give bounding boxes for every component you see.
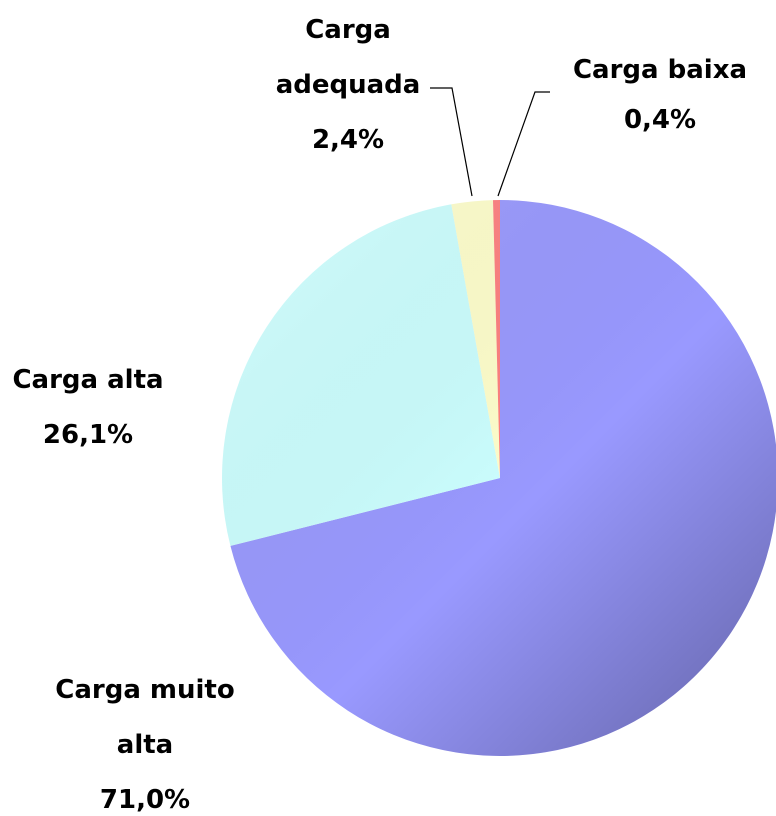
value-label: 2,4% <box>311 125 385 155</box>
leader-line <box>430 87 473 197</box>
leader-line <box>497 91 550 197</box>
value-label: 71,0% <box>99 785 191 815</box>
category-label: Carga alta <box>12 365 164 395</box>
value-label: 0,4% <box>623 105 697 135</box>
category-label: Carga adequada <box>275 15 421 100</box>
category-label: Carga muito alta <box>55 675 235 760</box>
category-label: Carga baixa <box>572 55 748 85</box>
value-label: 26,1% <box>42 420 134 450</box>
